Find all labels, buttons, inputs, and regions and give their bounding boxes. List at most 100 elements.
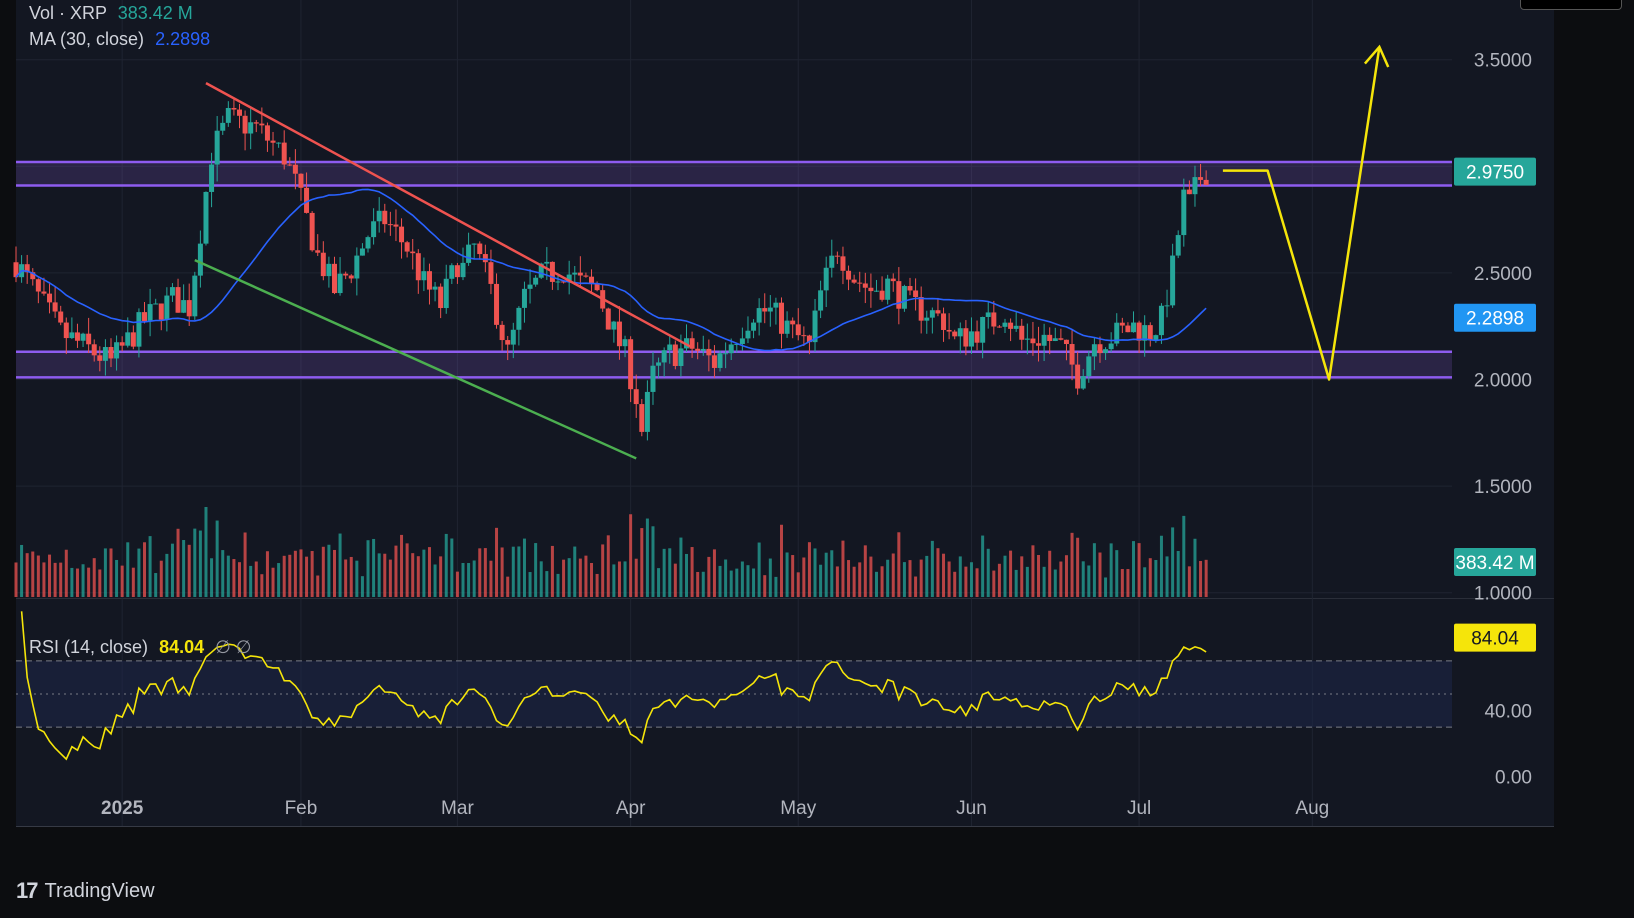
price-axis-background — [1452, 0, 1554, 826]
candle — [868, 273, 874, 308]
candle-body — [767, 307, 773, 312]
candle — [114, 335, 120, 371]
volume-bar — [64, 549, 68, 597]
candle — [801, 326, 807, 347]
candle — [706, 339, 712, 372]
candle — [639, 398, 645, 437]
volume-bar — [159, 560, 163, 597]
candle — [108, 338, 114, 368]
candle-body — [1002, 322, 1008, 327]
volume-bar — [1059, 561, 1063, 597]
volume-bar — [366, 540, 370, 597]
price-tick-label: 1.0000 — [1474, 584, 1532, 605]
rsi-legend: RSI (14, close) 84.04 ∅ ∅ — [29, 637, 252, 658]
candle — [30, 268, 36, 286]
volume-bar — [1031, 545, 1035, 597]
volume-bar — [143, 542, 147, 597]
candle-body — [320, 252, 326, 277]
volume-bar — [238, 562, 242, 597]
candle-body — [415, 253, 421, 281]
ma-value-badge-bg — [1454, 303, 1536, 332]
volume-bar — [1165, 556, 1169, 597]
candle-body — [510, 329, 516, 345]
volume-bar — [595, 573, 599, 597]
candle-body — [1153, 335, 1159, 341]
candle — [913, 278, 919, 311]
candle-body — [583, 275, 589, 277]
candle — [566, 260, 572, 295]
candle-body — [862, 283, 868, 288]
volume-bar — [1199, 560, 1203, 597]
volume-bar — [254, 561, 258, 597]
candle — [918, 286, 924, 334]
candle — [264, 122, 270, 152]
candle — [762, 293, 768, 324]
volume-bar — [673, 563, 677, 597]
candle-body — [605, 308, 611, 330]
candle — [41, 277, 47, 296]
candle — [97, 346, 103, 372]
candle-body — [885, 278, 891, 300]
candle-body — [555, 281, 561, 283]
candle — [477, 241, 483, 260]
candle-body — [153, 303, 159, 305]
candle — [846, 265, 852, 291]
candle-body — [728, 344, 734, 354]
volume-bar — [1092, 543, 1096, 597]
candle-body — [125, 332, 131, 346]
volume-bar — [422, 549, 426, 597]
candle-body — [119, 342, 125, 346]
volume-bar — [1048, 550, 1052, 597]
candle — [1086, 351, 1092, 383]
candle-body — [527, 284, 533, 289]
volume-bar — [226, 555, 230, 597]
candle-body — [1108, 343, 1114, 350]
volume-bar — [891, 553, 895, 597]
candle — [583, 272, 589, 278]
volume-bar — [187, 544, 191, 597]
volume-bar — [165, 553, 169, 597]
volume-badge-bg — [1454, 548, 1536, 576]
candle — [1175, 230, 1181, 259]
candle-body — [544, 261, 550, 264]
candle — [231, 98, 237, 116]
candle — [214, 116, 220, 182]
volume-bar — [1154, 560, 1158, 597]
candle — [382, 203, 388, 233]
volume-badge: 383.42 M — [1454, 548, 1536, 576]
candle-body — [214, 130, 220, 165]
candle — [991, 300, 997, 335]
volume-bar — [377, 553, 381, 597]
candle — [589, 269, 595, 293]
candle-body — [941, 313, 947, 330]
toolbar-box[interactable] — [1520, 0, 1622, 10]
candle — [1198, 163, 1204, 187]
volume-bar — [562, 559, 566, 597]
volume-bar — [327, 544, 331, 597]
candle — [292, 149, 298, 190]
candle-body — [801, 335, 807, 337]
candle — [890, 273, 896, 292]
volume-bar — [1126, 569, 1130, 597]
candle-body — [711, 355, 717, 368]
last-price-badge: 2.9750 — [1454, 157, 1536, 186]
candle — [1002, 318, 1008, 333]
volume-bar — [92, 558, 96, 597]
candle-body — [890, 278, 896, 282]
volume-bar — [746, 565, 750, 597]
candle — [399, 218, 405, 259]
tradingview-brand[interactable]: 17 TradingView — [16, 877, 155, 905]
candle-body — [991, 312, 997, 327]
volume-bar — [232, 559, 236, 597]
candle-body — [1203, 179, 1209, 186]
candle — [376, 197, 382, 233]
volume-bar — [1193, 538, 1197, 597]
volume-bar — [685, 553, 689, 597]
candle-body — [689, 338, 695, 349]
candle — [136, 308, 142, 358]
candle — [745, 316, 751, 344]
volume-bar — [25, 553, 29, 597]
candle-body — [533, 277, 539, 285]
candle-body — [829, 255, 835, 268]
